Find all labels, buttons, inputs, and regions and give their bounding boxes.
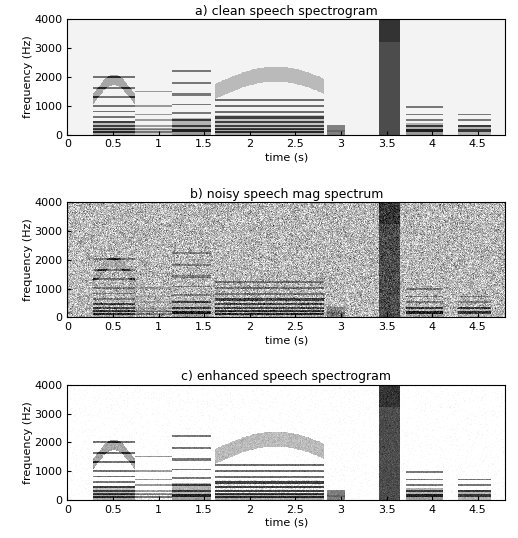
Title: a) clean speech spectrogram: a) clean speech spectrogram [195,5,378,18]
Title: b) noisy speech mag spectrum: b) noisy speech mag spectrum [190,188,383,201]
Title: c) enhanced speech spectrogram: c) enhanced speech spectrogram [181,371,391,384]
Y-axis label: frequency (Hz): frequency (Hz) [23,36,33,118]
X-axis label: time (s): time (s) [265,335,308,345]
Y-axis label: frequency (Hz): frequency (Hz) [23,218,33,301]
Y-axis label: frequency (Hz): frequency (Hz) [23,401,33,484]
X-axis label: time (s): time (s) [265,152,308,162]
X-axis label: time (s): time (s) [265,518,308,528]
